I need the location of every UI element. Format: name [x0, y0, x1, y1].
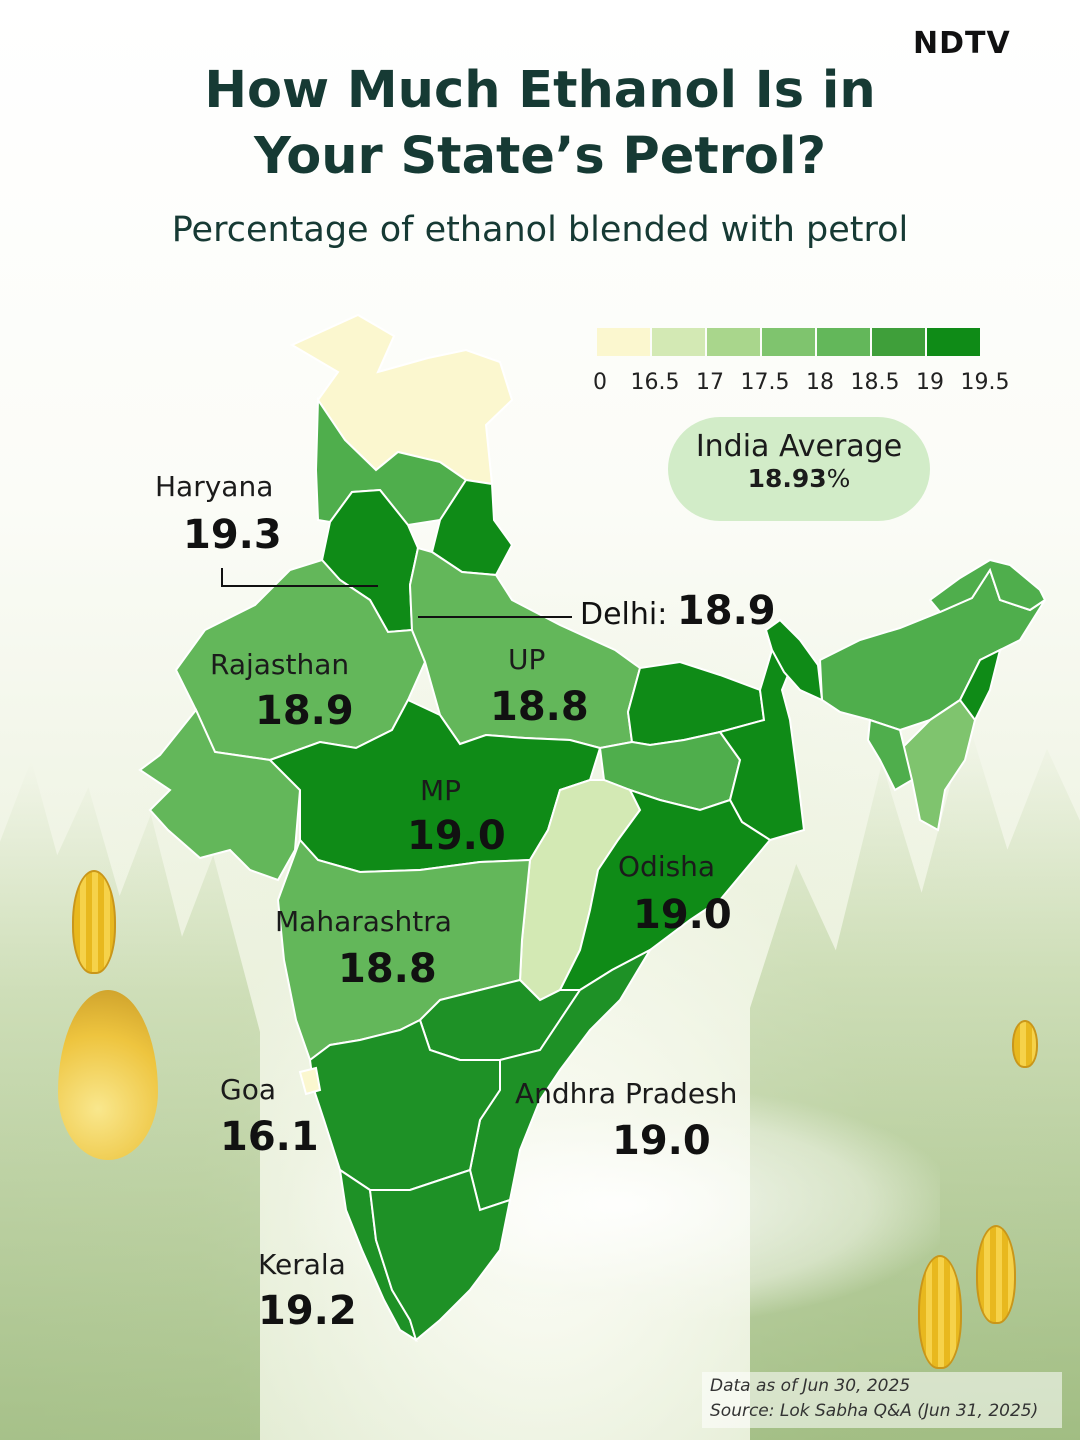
average-unit: %	[826, 464, 851, 493]
subtitle: Percentage of ethanol blended with petro…	[171, 210, 909, 250]
legend-swatch	[652, 328, 705, 356]
legend-tick-label: 19	[916, 370, 944, 395]
legend-swatch	[762, 328, 815, 356]
label-delhi: Delhi: 18.9	[580, 588, 776, 634]
region-tamil-nadu	[368, 1168, 512, 1342]
region-karnataka	[308, 1018, 501, 1191]
india-average-value: 18.93%	[668, 464, 930, 493]
legend-swatch	[817, 328, 870, 356]
source-citation: Source: Lok Sabha Q&A (Jun 31, 2025)	[710, 1401, 1039, 1421]
corn-icon	[918, 1255, 962, 1369]
legend-tick-label: 17.5	[740, 370, 790, 395]
region-meghalaya	[866, 718, 914, 792]
ndtv-logo: NDTV	[913, 26, 1011, 61]
label-odisha-name: Odisha	[618, 850, 716, 883]
legend-tick-label: 18.5	[850, 370, 900, 395]
legend-swatch	[597, 328, 650, 356]
legend-color-scale	[597, 328, 982, 356]
legend-tick-label: 18	[806, 370, 834, 395]
label-rajasthan-name: Rajasthan	[210, 648, 350, 681]
label-up-value: 18.8	[490, 684, 589, 730]
label-haryana-value: 19.3	[183, 512, 282, 558]
legend-swatch	[707, 328, 760, 356]
label-maharashtra-name: Maharashtra	[275, 905, 452, 938]
haryana-leader-line	[221, 568, 378, 587]
label-andhra-value: 19.0	[612, 1118, 711, 1164]
label-up-name: UP	[508, 643, 546, 676]
legend-tick-label: 17	[696, 370, 724, 395]
legend-swatch	[927, 328, 980, 356]
corn-icon	[976, 1225, 1016, 1324]
region-sikkim-corridor	[764, 618, 824, 702]
legend-tick-label: 16.5	[630, 370, 680, 395]
legend-tick-label: 19.5	[960, 370, 1010, 395]
region-arunachal	[928, 558, 1047, 614]
label-rajasthan-value: 18.9	[255, 688, 354, 734]
label-mp-name: MP	[420, 774, 462, 807]
label-mp-value: 19.0	[407, 813, 506, 859]
label-kerala-value: 19.2	[258, 1288, 357, 1334]
source-date: Data as of Jun 30, 2025	[710, 1376, 911, 1396]
label-maharashtra-value: 18.8	[338, 946, 437, 992]
corn-icon	[1012, 1020, 1038, 1068]
label-goa-value: 16.1	[220, 1114, 319, 1160]
label-haryana-name: Haryana	[155, 470, 274, 503]
label-andhra-name: Andhra Pradesh	[515, 1077, 738, 1110]
india-average-badge: India Average 18.93%	[668, 417, 930, 521]
title-line-2: Your State’s Petrol?	[253, 127, 827, 186]
india-average-label: India Average	[695, 429, 903, 464]
page-title: How Much Ethanol Is in Your State’s Petr…	[0, 58, 1080, 190]
corn-icon	[72, 870, 116, 974]
label-goa-name: Goa	[220, 1073, 276, 1106]
label-kerala-name: Kerala	[258, 1248, 346, 1281]
ethanol-drop-icon	[58, 990, 158, 1160]
label-delhi-value: 18.9	[676, 588, 776, 634]
legend-swatch	[872, 328, 925, 356]
label-delhi-name: Delhi:	[580, 597, 668, 632]
region-himachal-punjab	[314, 396, 468, 527]
legend-tick-label: 0	[593, 370, 607, 395]
source-note: Data as of Jun 30, 2025 Source: Lok Sabh…	[702, 1372, 1062, 1428]
average-number: 18.93	[747, 464, 827, 493]
title-line-1: How Much Ethanol Is in	[204, 61, 876, 120]
region-assam	[818, 567, 1046, 732]
region-goa	[298, 1066, 322, 1096]
label-odisha-value: 19.0	[633, 892, 732, 938]
